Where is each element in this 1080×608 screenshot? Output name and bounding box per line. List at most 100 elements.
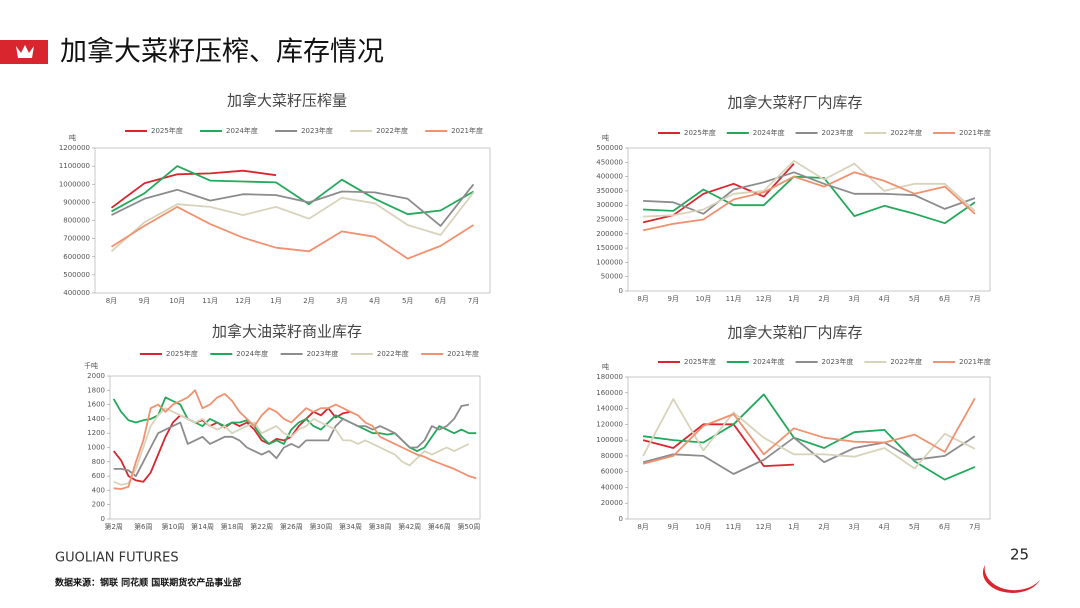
y-tick-label: 1800 [87, 386, 105, 394]
x-tick-label: 4月 [879, 295, 890, 303]
x-tick-label: 11月 [202, 297, 218, 305]
x-tick-label: 第10周 [161, 522, 184, 531]
x-tick-label: 第2周 [104, 522, 122, 531]
y-tick-label: 600 [92, 472, 105, 480]
y-tick-label: 500000 [596, 144, 623, 152]
x-tick-label: 1月 [788, 295, 799, 303]
x-tick-label: 9月 [668, 523, 679, 531]
page-arc [982, 565, 1040, 593]
y-tick-label: 140000 [596, 405, 623, 413]
x-tick-label: 5月 [402, 297, 413, 305]
series-line [113, 403, 470, 477]
x-tick-label: 3月 [849, 523, 860, 531]
x-tick-label: 12月 [756, 295, 772, 303]
x-tick-label: 8月 [106, 297, 117, 305]
series-line [642, 171, 976, 232]
chart-title: 加拿大菜粕厂内库存 [727, 324, 862, 342]
legend-label: 2025年度 [151, 126, 183, 135]
y-axis-unit: 吨 [69, 133, 76, 142]
y-tick-label: 200000 [596, 230, 623, 238]
y-tick-label: 1200000 [59, 144, 90, 152]
x-tick-label: 1月 [270, 297, 281, 305]
chart-title: 加拿大油菜籽商业库存 [212, 323, 362, 341]
x-tick-label: 9月 [668, 295, 679, 303]
y-tick-label: 2000 [87, 372, 105, 380]
x-tick-label: 2月 [818, 523, 829, 531]
legend-label: 2021年度 [959, 128, 991, 137]
x-tick-label: 第26周 [280, 522, 303, 531]
slide-title: 加拿大菜籽压榨、库存情况 [60, 37, 384, 68]
y-tick-label: 80000 [601, 452, 623, 460]
legend-label: 2022年度 [890, 357, 922, 366]
x-tick-label: 第46周 [428, 522, 451, 531]
plot-frame [627, 376, 991, 520]
legend-label: 2024年度 [753, 128, 785, 137]
legend-label: 2023年度 [822, 357, 854, 366]
x-tick-label: 1月 [788, 523, 799, 531]
x-tick-label: 2月 [818, 295, 829, 303]
legend-label: 2024年度 [753, 357, 785, 366]
y-axis-unit: 千吨 [84, 361, 98, 370]
y-tick-label: 1100000 [59, 162, 90, 170]
series-line [113, 389, 477, 490]
series-line [642, 398, 976, 470]
x-tick-label: 第42周 [398, 522, 421, 531]
x-tick-label: 第38周 [369, 522, 392, 531]
x-tick-label: 第34周 [339, 522, 362, 531]
y-tick-label: 100000 [596, 258, 623, 266]
legend-label: 2022年度 [890, 128, 922, 137]
y-tick-label: 450000 [596, 158, 623, 166]
source-note: 数据来源：钢联 同花顺 国联期货农产品事业部 [55, 577, 241, 589]
y-tick-label: 1200 [87, 429, 105, 437]
y-tick-label: 50000 [601, 273, 623, 281]
brand: GUOLIAN FUTURES [55, 551, 179, 566]
legend-label: 2023年度 [307, 349, 339, 358]
legend-label: 2021年度 [451, 126, 483, 135]
x-tick-label: 7月 [468, 297, 479, 305]
legend-label: 2022年度 [376, 126, 408, 135]
x-tick-label: 3月 [849, 295, 860, 303]
x-tick-label: 11月 [726, 523, 742, 531]
x-tick-label: 7月 [969, 295, 980, 303]
series-line [110, 191, 475, 252]
x-tick-label: 7月 [969, 523, 980, 531]
x-tick-label: 8月 [637, 523, 648, 531]
x-tick-label: 5月 [909, 523, 920, 531]
x-tick-label: 6月 [939, 295, 950, 303]
y-tick-label: 400000 [63, 289, 90, 297]
x-tick-label: 8月 [637, 295, 648, 303]
series-line [643, 160, 976, 218]
y-tick-label: 160000 [596, 389, 623, 397]
page-number: 25 [1010, 546, 1029, 564]
y-tick-label: 0 [619, 287, 623, 295]
legend-label: 2025年度 [684, 128, 716, 137]
series-line [642, 397, 976, 465]
x-tick-label: 第22周 [250, 522, 273, 531]
y-tick-label: 600000 [63, 253, 90, 261]
legend-label: 2022年度 [377, 349, 409, 358]
legend-label: 2021年度 [959, 357, 991, 366]
y-tick-label: 60000 [601, 468, 623, 476]
y-tick-label: 800000 [63, 217, 90, 225]
legend-label: 2024年度 [236, 349, 268, 358]
y-tick-label: 500000 [63, 271, 90, 279]
x-tick-label: 第6周 [134, 522, 152, 531]
chart-title: 加拿大菜籽厂内库存 [727, 94, 862, 112]
crown-icon [16, 45, 34, 58]
y-tick-label: 700000 [63, 235, 90, 243]
x-tick-label: 12月 [756, 523, 772, 531]
y-tick-label: 400000 [596, 173, 623, 181]
x-tick-label: 3月 [336, 297, 347, 305]
x-tick-label: 第14周 [191, 522, 214, 531]
y-tick-label: 350000 [596, 187, 623, 195]
y-axis-unit: 吨 [602, 133, 609, 142]
series-line [111, 206, 474, 260]
series-line [112, 396, 477, 452]
x-tick-label: 6月 [939, 523, 950, 531]
y-tick-label: 900000 [63, 198, 90, 206]
x-tick-label: 10月 [169, 297, 185, 305]
y-tick-label: 20000 [601, 499, 623, 507]
y-tick-label: 0 [101, 515, 105, 523]
y-tick-label: 1000000 [59, 180, 90, 188]
